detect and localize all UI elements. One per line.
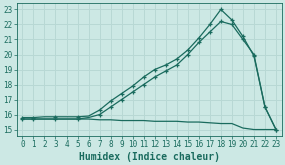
X-axis label: Humidex (Indice chaleur): Humidex (Indice chaleur) <box>79 151 220 162</box>
